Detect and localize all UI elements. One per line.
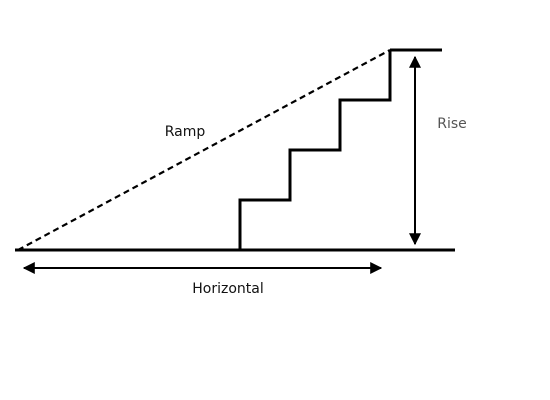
ramp-label: Ramp (165, 124, 206, 140)
rise-label: Rise (437, 116, 467, 132)
ramp-line (17, 49, 391, 251)
staircase (238, 50, 392, 250)
horizontal-label: Horizontal (192, 281, 263, 297)
